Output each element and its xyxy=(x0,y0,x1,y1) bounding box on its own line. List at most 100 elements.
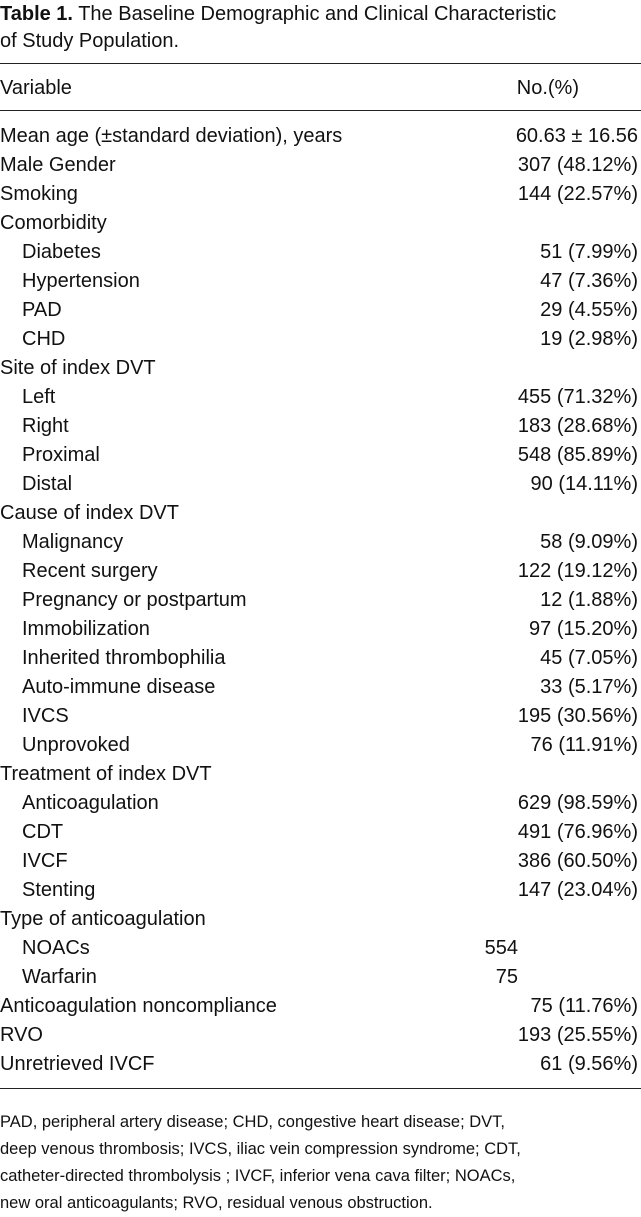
row-label: Site of index DVT xyxy=(0,357,156,379)
table-row: PAD 29 (4.55%) xyxy=(0,296,641,325)
header-rule xyxy=(0,110,641,111)
row-value: 47 (7.36%) xyxy=(540,270,638,292)
table-row: Diabetes 51 (7.99%) xyxy=(0,238,641,267)
table-row: Proximal 548 (85.89%) xyxy=(0,441,641,470)
row-label: Comorbidity xyxy=(0,212,107,234)
row-value: 455 (71.32%) xyxy=(517,386,638,408)
row-label: Diabetes xyxy=(22,241,101,263)
row-label: Unprovoked xyxy=(22,734,130,756)
table-row: Hypertension 47 (7.36%) xyxy=(0,267,641,296)
row-label: Warfarin xyxy=(22,966,97,988)
bottom-rule xyxy=(0,1088,641,1089)
row-label: Stenting xyxy=(22,879,96,901)
row-label: Right xyxy=(22,415,69,437)
row-label: CHD xyxy=(22,328,66,350)
row-value: 61 (9.56%) xyxy=(540,1053,638,1075)
row-value: 193 (25.55%) xyxy=(517,1024,638,1046)
row-label: Auto-immune disease xyxy=(22,676,216,698)
table-row: Anticoagulation 629 (98.59%) xyxy=(0,789,641,818)
row-label: Mean age (±standard deviation), years xyxy=(0,125,343,147)
row-value: 97 (15.20%) xyxy=(529,618,638,640)
caption: Table 1. The Baseline Demographic and Cl… xyxy=(0,1,556,28)
table-row: NOACs 554 xyxy=(0,934,641,963)
table-row: Warfarin 75 xyxy=(0,963,641,992)
row-value: 76 (11.91%) xyxy=(530,734,638,756)
row-value: 554 xyxy=(484,937,518,959)
row-value: 147 (23.04%) xyxy=(517,879,638,901)
header-cell: No.(%) xyxy=(516,77,579,99)
row-value: 491 (76.96%) xyxy=(517,821,638,843)
table-row: Type of anticoagulation xyxy=(0,905,641,934)
row-label: NOACs xyxy=(22,937,90,959)
row-value: 51 (7.99%) xyxy=(540,241,638,263)
row-label: Malignancy xyxy=(22,531,124,553)
row-label: Left xyxy=(22,386,56,408)
table-row: Smoking 144 (22.57%) xyxy=(0,180,641,209)
row-value: 75 xyxy=(495,966,518,988)
table-row: Mean age (±standard deviation), years 60.… xyxy=(0,122,641,151)
row-value: 33 (5.17%) xyxy=(540,676,638,698)
table-row: Unretrieved IVCF 61 (9.56%) xyxy=(0,1050,641,1079)
row-label: IVCS xyxy=(22,705,69,727)
row-value: 90 (14.11%) xyxy=(530,473,638,495)
row-label: Pregnancy or postpartum xyxy=(22,589,247,611)
row-label: Smoking xyxy=(0,183,78,205)
table-row: Site of index DVT xyxy=(0,354,641,383)
table-row: IVCS 195 (30.56%) xyxy=(0,702,641,731)
caption-title: The Baseline Demographic and Clinical Ch… xyxy=(78,3,557,25)
table-row: Left 455 (71.32%) xyxy=(0,383,641,412)
table-row: Malignancy 58 (9.09%) xyxy=(0,528,641,557)
row-value: 629 (98.59%) xyxy=(517,792,638,814)
row-value: 75 (11.76%) xyxy=(530,995,638,1017)
row-value: 144 (22.57%) xyxy=(517,183,638,205)
row-label: PAD xyxy=(22,299,62,321)
caption-title: of Study Population. xyxy=(0,30,180,52)
row-label: Type of anticoagulation xyxy=(0,908,206,930)
table-row: Treatment of index DVT xyxy=(0,760,641,789)
top-rule xyxy=(0,63,641,64)
row-label: Inherited thrombophilia xyxy=(22,647,226,669)
table-row: RVO 193 (25.55%) xyxy=(0,1021,641,1050)
row-value: 60.63 ± 16.56 xyxy=(515,125,638,147)
table-row: Pregnancy or postpartum 12 (1.88%) xyxy=(0,586,641,615)
row-label: RVO xyxy=(0,1024,43,1046)
footnote-line: new oral anticoagulants; RVO, residual v… xyxy=(0,1194,433,1212)
table-row: Right 183 (28.68%) xyxy=(0,412,641,441)
table-row: CHD 19 (2.98%) xyxy=(0,325,641,354)
row-label: CDT xyxy=(22,821,64,843)
row-label: Anticoagulation xyxy=(22,792,159,814)
table-row: Unprovoked 76 (11.91%) xyxy=(0,731,641,760)
table-row: Male Gender 307 (48.12%) xyxy=(0,151,641,180)
row-label: Distal xyxy=(22,473,73,495)
table-row: Comorbidity xyxy=(0,209,641,238)
row-value: 58 (9.09%) xyxy=(540,531,638,553)
table-row: Distal 90 (14.11%) xyxy=(0,470,641,499)
row-label: Unretrieved IVCF xyxy=(0,1053,155,1075)
table-row: Recent surgery 122 (19.12%) xyxy=(0,557,641,586)
row-value: 122 (19.12%) xyxy=(517,560,638,582)
row-value: 548 (85.89%) xyxy=(517,444,638,466)
row-value: 29 (4.55%) xyxy=(540,299,638,321)
row-value: 12 (1.88%) xyxy=(540,589,638,611)
row-label: Cause of index DVT xyxy=(0,502,179,524)
row-label: Treatment of index DVT xyxy=(0,763,212,785)
row-label: IVCF xyxy=(22,850,68,872)
table-row: Cause of index DVT xyxy=(0,499,641,528)
table-row: Auto-immune disease 33 (5.17%) xyxy=(0,673,641,702)
row-label: Male Gender xyxy=(0,154,116,176)
row-value: 307 (48.12%) xyxy=(517,154,638,176)
table-row: Anticoagulation noncompliance 75 (11.76%) xyxy=(0,992,641,1021)
row-value: 183 (28.68%) xyxy=(517,415,638,437)
row-label: Proximal xyxy=(22,444,100,466)
row-label: Immobilization xyxy=(22,618,150,640)
header-row: Variable No.(%) xyxy=(0,74,641,103)
row-label: Hypertension xyxy=(22,270,140,292)
row-value: 45 (7.05%) xyxy=(540,647,638,669)
row-value: 195 (30.56%) xyxy=(517,705,638,727)
row-value: 386 (60.50%) xyxy=(517,850,638,872)
footnote-line: catheter-directed thrombolysis ; IVCF, i… xyxy=(0,1167,516,1185)
row-value: 19 (2.98%) xyxy=(540,328,638,350)
row-label: Anticoagulation noncompliance xyxy=(0,995,277,1017)
header-cell: Variable xyxy=(0,77,72,99)
